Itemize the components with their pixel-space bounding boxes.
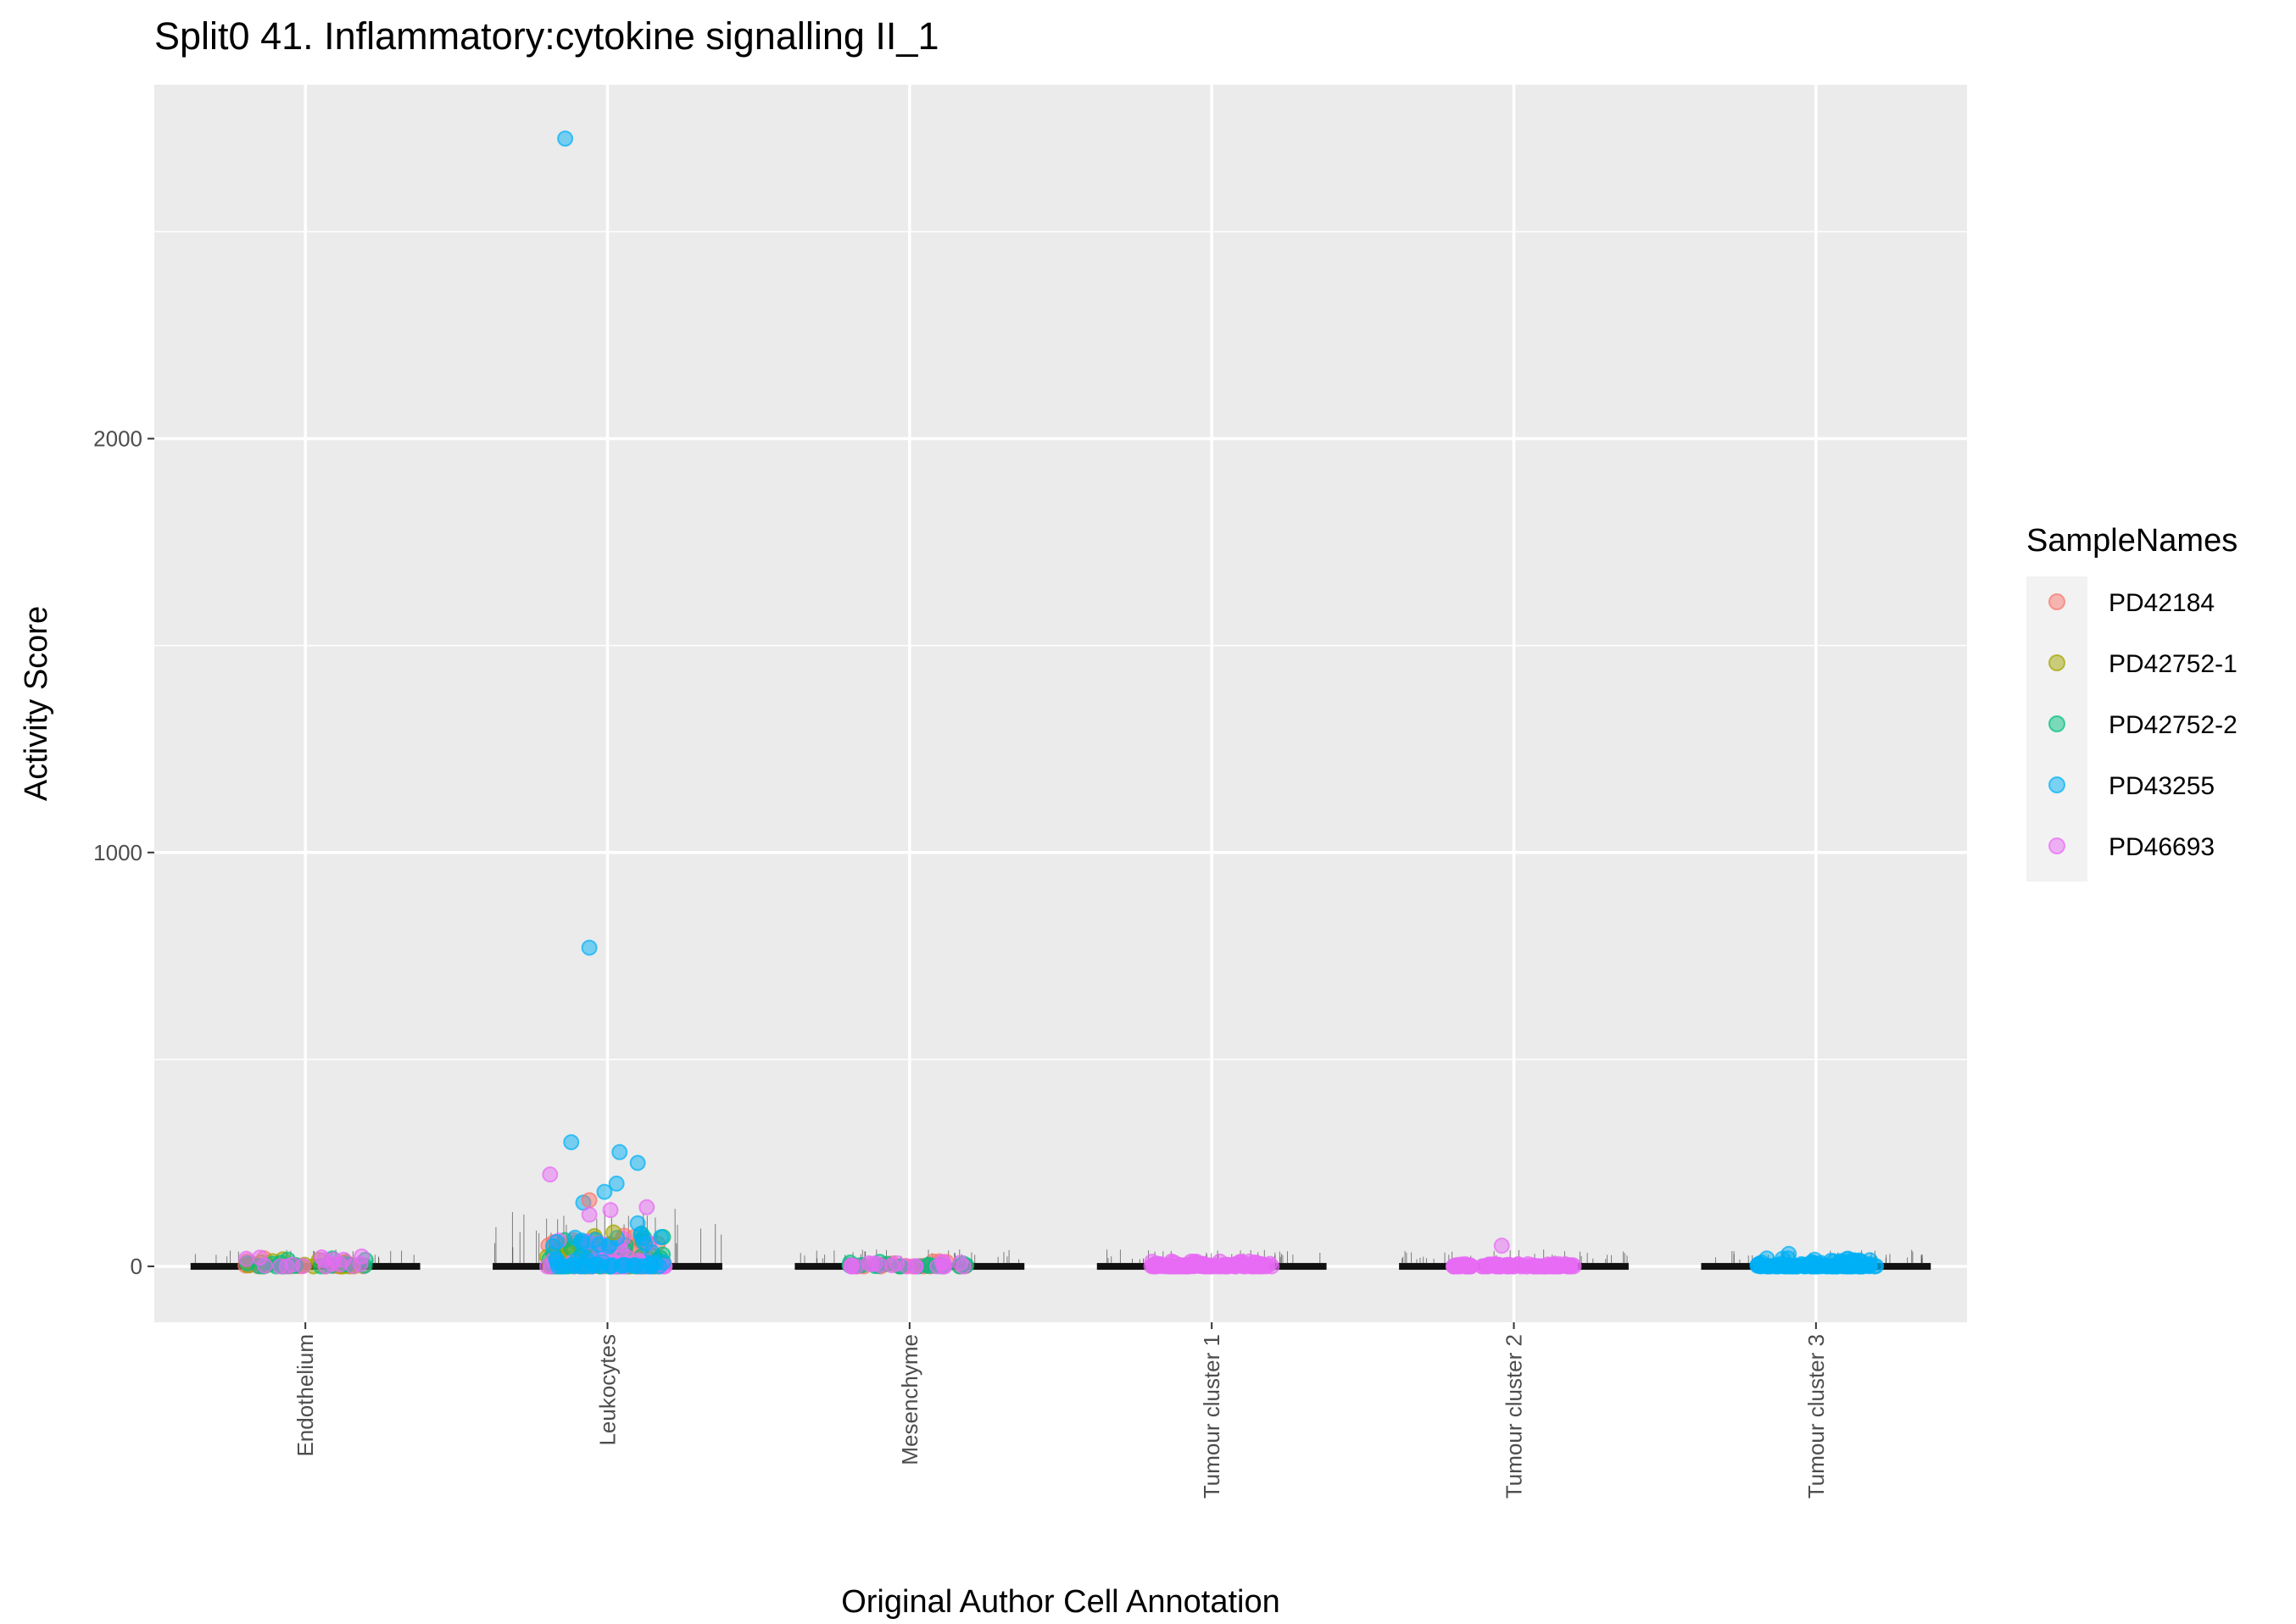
point-PD46693 xyxy=(936,1258,953,1275)
point-PD43255 xyxy=(608,1175,625,1192)
x-tick-label: Tumour cluster 1 xyxy=(1199,1334,1224,1499)
point-PD46693 xyxy=(867,1255,883,1272)
point-PD43255 xyxy=(587,1232,604,1249)
legend-key-PD42752-1 xyxy=(2048,654,2065,671)
point-PD46693 xyxy=(1463,1258,1480,1275)
point-PD42752-1 xyxy=(605,1224,622,1241)
point-PD43255 xyxy=(549,1254,566,1271)
point-PD46693 xyxy=(238,1250,255,1267)
point-PD46693 xyxy=(1479,1257,1496,1274)
point-PD43255 xyxy=(1781,1245,1797,1262)
legend-label: PD46693 xyxy=(2109,833,2215,861)
x-axis: Endothelium Leukocytes Mesenchyme Tumour cl… xyxy=(293,1322,1829,1499)
point-PD46693 xyxy=(1254,1258,1271,1275)
point-PD43255 xyxy=(566,1229,583,1246)
point-PD46693 xyxy=(581,1206,598,1223)
point-PD46693 xyxy=(638,1199,655,1215)
point-PD46693 xyxy=(1218,1258,1234,1275)
point-PD46693 xyxy=(1170,1258,1187,1275)
x-tick-label: Tumour cluster 3 xyxy=(1803,1334,1829,1499)
point-PD46693 xyxy=(344,1258,361,1275)
x-tick-label: Leukocytes xyxy=(595,1334,621,1446)
x-tick-label: Endothelium xyxy=(293,1334,318,1457)
point-PD43255 xyxy=(617,1257,634,1274)
point-PD43255 xyxy=(629,1154,646,1171)
y-tick-label: 2000 xyxy=(93,425,142,451)
point-PD43255 xyxy=(596,1183,613,1200)
legend-key-PD42752-2 xyxy=(2048,715,2065,732)
legend-title: SampleNames xyxy=(2026,523,2237,559)
point-PD46693 xyxy=(256,1257,273,1274)
legend-key-PD43255 xyxy=(2048,776,2065,793)
point-PD46693 xyxy=(1559,1258,1576,1275)
point-PD43255 xyxy=(602,1258,619,1275)
point-PD43255 xyxy=(581,939,598,956)
point-PD43255 xyxy=(1795,1256,1812,1273)
point-PD43255 xyxy=(611,1143,628,1160)
y-tick-label: 0 xyxy=(131,1254,142,1279)
x-tick-label: Mesenchyme xyxy=(897,1334,922,1465)
point-PD46693 xyxy=(899,1258,916,1275)
point-PD43255 xyxy=(633,1226,649,1243)
point-PD46693 xyxy=(883,1257,900,1274)
point-PD43255 xyxy=(647,1254,664,1271)
point-PD46693 xyxy=(1510,1256,1527,1273)
chart-title: Split0 41. Inflammatory:cytokine signall… xyxy=(154,14,939,58)
point-PD43255 xyxy=(577,1258,594,1275)
point-PD46693 xyxy=(843,1257,860,1274)
point-PD46693 xyxy=(1541,1257,1558,1274)
gridlines xyxy=(154,85,1967,1322)
y-axis-title: Activity Score xyxy=(19,606,54,801)
legend: SampleNames PD42184 PD42752-1 PD42752-2 PD4… xyxy=(2026,523,2237,882)
point-PD43255 xyxy=(1758,1250,1775,1267)
point-PD46693 xyxy=(1152,1257,1169,1274)
legend-label: PD42752-1 xyxy=(2109,650,2237,678)
points-layer xyxy=(237,130,1885,1275)
point-PD43255 xyxy=(548,1233,565,1250)
point-PD42184 xyxy=(581,1192,598,1209)
point-PD46693 xyxy=(602,1202,619,1219)
y-axis: 0 1000 2000 xyxy=(93,425,154,1279)
x-axis-title: Original Author Cell Annotation xyxy=(841,1584,1280,1620)
legend-key-PD42184 xyxy=(2048,593,2065,610)
x-tick-label: Tumour cluster 2 xyxy=(1502,1334,1527,1499)
point-PD46693 xyxy=(1493,1237,1510,1254)
legend-key-PD46693 xyxy=(2048,837,2065,854)
point-PD46693 xyxy=(284,1256,301,1273)
legend-label: PD43255 xyxy=(2109,772,2215,800)
point-PD43255 xyxy=(563,1134,580,1151)
point-PD46693 xyxy=(326,1251,343,1268)
point-PD43255 xyxy=(653,1229,670,1246)
point-PD43255 xyxy=(557,130,574,147)
point-PD46693 xyxy=(955,1258,972,1275)
legend-label: PD42752-2 xyxy=(2109,711,2237,739)
point-PD46693 xyxy=(542,1166,559,1183)
legend-label: PD42184 xyxy=(2109,589,2215,617)
point-PD43255 xyxy=(1842,1258,1859,1275)
plot-panel xyxy=(154,85,1967,1322)
y-tick-label: 1000 xyxy=(93,840,142,865)
point-PD46693 xyxy=(1190,1257,1207,1274)
